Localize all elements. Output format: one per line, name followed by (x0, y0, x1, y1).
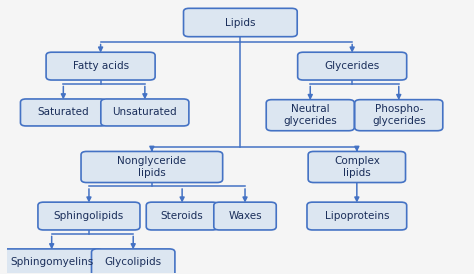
Text: Unsaturated: Unsaturated (112, 107, 177, 118)
Text: Glycerides: Glycerides (325, 61, 380, 71)
FancyBboxPatch shape (101, 99, 189, 126)
FancyBboxPatch shape (81, 152, 223, 182)
FancyBboxPatch shape (214, 202, 276, 230)
Text: Sphingomyelins: Sphingomyelins (10, 257, 93, 267)
Text: Nonglyceride
lipids: Nonglyceride lipids (118, 156, 186, 178)
FancyBboxPatch shape (38, 202, 140, 230)
FancyBboxPatch shape (0, 249, 103, 274)
Text: Fatty acids: Fatty acids (73, 61, 128, 71)
Text: Neutral
glycerides: Neutral glycerides (283, 104, 337, 126)
FancyBboxPatch shape (298, 52, 407, 80)
FancyBboxPatch shape (91, 249, 175, 274)
FancyBboxPatch shape (146, 202, 218, 230)
FancyBboxPatch shape (20, 99, 106, 126)
Text: Glycolipids: Glycolipids (105, 257, 162, 267)
FancyBboxPatch shape (307, 202, 407, 230)
Text: Saturated: Saturated (37, 107, 89, 118)
Text: Phospho-
glycerides: Phospho- glycerides (372, 104, 426, 126)
Text: Lipoproteins: Lipoproteins (325, 211, 389, 221)
FancyBboxPatch shape (183, 8, 297, 37)
FancyBboxPatch shape (266, 100, 354, 131)
Text: Waxes: Waxes (228, 211, 262, 221)
Text: Lipids: Lipids (225, 18, 255, 27)
FancyBboxPatch shape (308, 152, 406, 182)
FancyBboxPatch shape (46, 52, 155, 80)
FancyBboxPatch shape (355, 100, 443, 131)
Text: Complex
lipids: Complex lipids (334, 156, 380, 178)
Text: Sphingolipids: Sphingolipids (54, 211, 124, 221)
Text: Steroids: Steroids (161, 211, 203, 221)
